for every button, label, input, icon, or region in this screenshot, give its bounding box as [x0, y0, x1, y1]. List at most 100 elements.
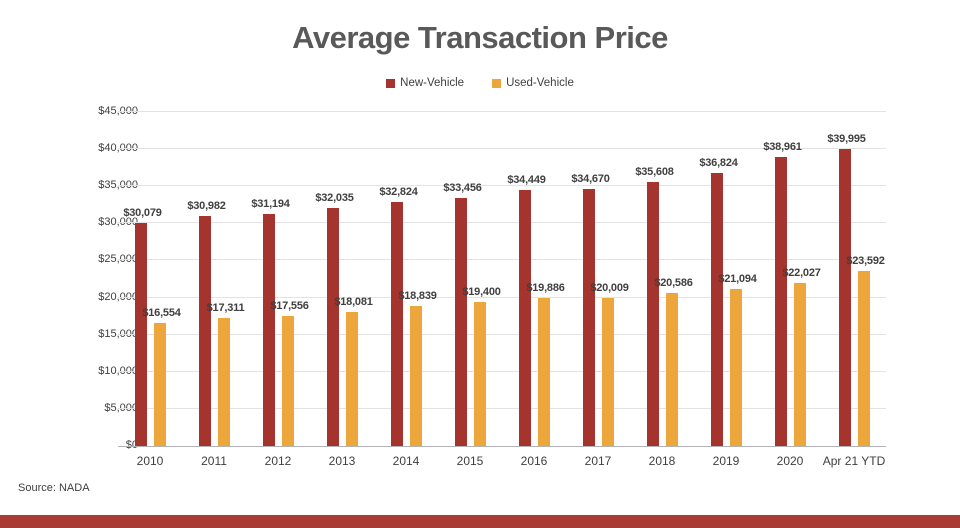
bar-group-2018: $35,608 $20,586 2018 [630, 112, 694, 468]
new-vehicle-bar [390, 202, 403, 446]
new-vehicle-value-label: $39,995 [827, 133, 866, 146]
new-vehicle-swatch-icon [386, 78, 396, 88]
used-vehicle-bar [153, 323, 166, 446]
new-vehicle-bar [262, 214, 275, 446]
bar-group-2016: $34,449 $19,886 2016 [502, 112, 566, 468]
x-axis-tick-label: 2010 [136, 454, 164, 468]
used-vehicle-bar [473, 302, 486, 446]
new-vehicle-bar [710, 172, 723, 446]
x-axis-tick-label: 2015 [456, 454, 484, 468]
y-axis-tick-label: $20,000 [98, 290, 138, 303]
bar-group-Apr 21 YTD: $39,995 $23,592 Apr 21 YTD [822, 112, 886, 468]
bar-group-2010: $30,079 $16,554 2010 [118, 112, 182, 468]
gridline [118, 185, 886, 187]
x-axis-tick-label: 2012 [264, 454, 292, 468]
used-vehicle-value-label: $22,027 [782, 266, 821, 279]
new-vehicle-bar [582, 188, 595, 446]
new-vehicle-bar [454, 197, 467, 446]
new-vehicle-value-label: $33,456 [443, 181, 482, 194]
gridline [118, 407, 886, 409]
new-vehicle-value-label: $36,824 [699, 156, 738, 169]
used-vehicle-value-label: $18,081 [334, 295, 373, 308]
used-vehicle-value-label: $17,556 [270, 299, 309, 312]
new-vehicle-bar [134, 222, 147, 446]
legend-label-new-vehicle: New-Vehicle [400, 77, 465, 89]
y-axis-tick-label: $10,000 [98, 364, 138, 377]
new-vehicle-bar [326, 208, 339, 446]
x-axis-tick-label: 2020 [776, 454, 804, 468]
used-vehicle-value-label: $17,311 [206, 301, 245, 314]
plot-area: $30,079 $16,554 2010 $30,982 $17,311 2011 $31,… [118, 111, 886, 468]
used-vehicle-value-label: $16,554 [142, 307, 181, 320]
legend-item-used-vehicle: Used-Vehicle [492, 77, 574, 89]
used-vehicle-value-label: $20,586 [654, 277, 693, 290]
bar-group-2017: $34,670 $20,009 2017 [566, 112, 630, 468]
bar-group-2014: $32,824 $18,839 2014 [374, 112, 438, 468]
x-axis-tick-label: Apr 21 YTD [822, 454, 886, 468]
new-vehicle-value-label: $30,079 [123, 206, 162, 219]
new-vehicle-bar [838, 149, 851, 446]
new-vehicle-value-label: $30,982 [187, 200, 226, 213]
used-vehicle-value-label: $21,094 [718, 273, 757, 286]
new-vehicle-bar [518, 190, 531, 446]
bar-group-2011: $30,982 $17,311 2011 [182, 112, 246, 468]
x-axis-tick-label: 2013 [328, 454, 356, 468]
used-vehicle-bar [217, 317, 230, 446]
new-vehicle-value-label: $32,035 [315, 192, 354, 205]
y-axis-tick-label: $5,000 [104, 401, 138, 414]
chart-title: Average Transaction Price [292, 20, 668, 55]
gridline [118, 148, 886, 150]
gridline [118, 222, 886, 224]
bar-group-2013: $32,035 $18,081 2013 [310, 112, 374, 468]
x-axis-tick-label: 2014 [392, 454, 420, 468]
new-vehicle-value-label: $38,961 [763, 140, 802, 153]
new-vehicle-bar [198, 216, 211, 446]
legend: New-Vehicle Used-Vehicle [0, 77, 960, 89]
bar-group-2012: $31,194 $17,556 2012 [246, 112, 310, 468]
x-axis-tick-label: 2017 [584, 454, 612, 468]
used-vehicle-bar [793, 282, 806, 446]
used-vehicle-value-label: $18,839 [398, 290, 437, 303]
x-axis-tick-label: 2011 [201, 454, 227, 468]
used-vehicle-bar [281, 315, 294, 446]
y-axis-tick-label: $15,000 [98, 327, 138, 340]
used-vehicle-value-label: $19,400 [462, 286, 501, 299]
used-vehicle-value-label: $20,009 [590, 281, 629, 294]
y-axis-tick-label: $35,000 [98, 179, 138, 192]
gridline [118, 370, 886, 372]
gridline [118, 296, 886, 298]
bar-group-2015: $33,456 $19,400 2015 [438, 112, 502, 468]
bottom-accent-band [0, 515, 960, 528]
x-axis-tick-label: 2019 [712, 454, 740, 468]
gridline [118, 259, 886, 261]
bar-group-2020: $38,961 $22,027 2020 [758, 112, 822, 468]
y-axis-tick-label: $25,000 [98, 253, 138, 266]
bar-group-2019: $36,824 $21,094 2019 [694, 112, 758, 468]
new-vehicle-value-label: $35,608 [635, 165, 674, 178]
new-vehicle-value-label: $34,670 [571, 172, 610, 185]
used-vehicle-swatch-icon [492, 78, 502, 88]
x-axis-tick-label: 2018 [648, 454, 676, 468]
gridline [118, 111, 886, 112]
used-vehicle-bar [665, 293, 678, 446]
source-note: Source: NADA [18, 482, 90, 494]
y-axis-tick-label: $30,000 [98, 216, 138, 229]
used-vehicle-bar [409, 306, 422, 446]
y-axis-tick-label: $40,000 [98, 142, 138, 155]
legend-label-used-vehicle: Used-Vehicle [506, 77, 574, 89]
used-vehicle-bar [601, 297, 614, 446]
used-vehicle-bar [729, 289, 742, 446]
new-vehicle-value-label: $34,449 [507, 174, 546, 187]
used-vehicle-bar [857, 270, 870, 446]
legend-item-new-vehicle: New-Vehicle [386, 77, 464, 89]
new-vehicle-bar [646, 181, 659, 446]
used-vehicle-bar [345, 311, 358, 446]
used-vehicle-value-label: $19,886 [526, 282, 565, 295]
new-vehicle-value-label: $32,824 [379, 186, 418, 199]
new-vehicle-value-label: $31,194 [251, 198, 290, 211]
x-axis-tick-label: 2016 [520, 454, 548, 468]
gridline [118, 333, 886, 335]
used-vehicle-bar [537, 298, 550, 446]
new-vehicle-bar [774, 156, 787, 446]
